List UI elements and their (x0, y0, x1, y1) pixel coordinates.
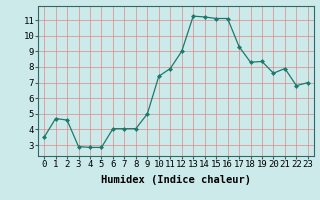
X-axis label: Humidex (Indice chaleur): Humidex (Indice chaleur) (101, 175, 251, 185)
